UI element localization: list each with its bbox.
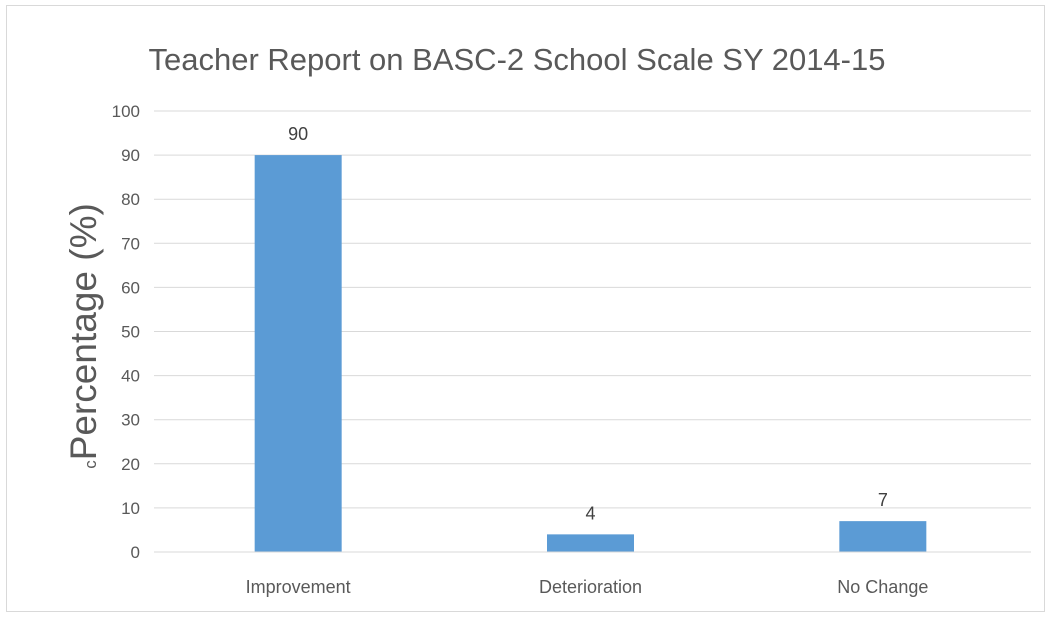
data-label: 90 (288, 124, 308, 144)
x-tick-label: Improvement (246, 577, 351, 597)
chart-frame: Teacher Report on BASC-2 School Scale SY… (6, 5, 1045, 612)
bar-chart: Teacher Report on BASC-2 School Scale SY… (63, 42, 1031, 597)
bar-deterioration (547, 534, 634, 552)
y-tick-label: 20 (121, 455, 140, 474)
bar-improvement (254, 155, 342, 552)
y-tick-label: 90 (121, 146, 140, 165)
y-axis-ticks: 0 10 20 30 40 50 60 70 80 90 100 (112, 102, 140, 562)
y-tick-label: 70 (121, 234, 140, 253)
y-tick-label: 40 (121, 367, 140, 386)
y-axis-label: cPercentage (%) (63, 203, 104, 469)
data-labels: 90 4 7 (288, 124, 888, 523)
y-axis-label-main: Percentage (%) (63, 203, 104, 460)
chart-title: Teacher Report on BASC-2 School Scale SY… (149, 42, 886, 77)
y-tick-label: 10 (121, 499, 140, 518)
x-axis-ticks: Improvement Deterioration No Change (246, 577, 929, 597)
y-tick-label: 80 (121, 190, 140, 209)
x-tick-label: No Change (837, 577, 928, 597)
y-tick-label: 100 (112, 102, 140, 121)
bars (254, 155, 927, 552)
data-label: 7 (878, 490, 888, 510)
x-tick-label: Deterioration (539, 577, 642, 597)
data-label: 4 (585, 503, 595, 523)
y-tick-label: 0 (131, 543, 140, 562)
bar-no-change (839, 521, 927, 552)
y-tick-label: 60 (121, 278, 140, 297)
y-axis-label-prefix: c (81, 460, 100, 469)
y-tick-label: 50 (121, 323, 140, 342)
y-tick-label: 30 (121, 411, 140, 430)
